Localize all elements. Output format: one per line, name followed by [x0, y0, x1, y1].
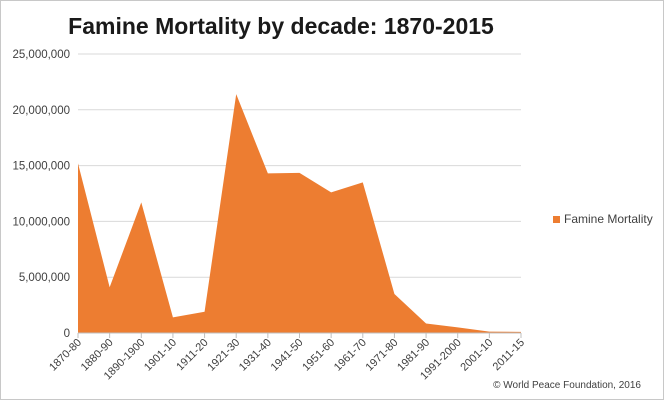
x-tick-label: 2001-10 — [458, 337, 495, 374]
chart-title: Famine Mortality by decade: 1870-2015 — [68, 13, 494, 39]
x-tick-label: 1961-70 — [332, 337, 369, 374]
x-tick-label: 1931-40 — [237, 337, 274, 374]
data-point — [235, 93, 238, 96]
data-point — [456, 326, 459, 329]
y-tick-label: 20,000,000 — [12, 105, 70, 117]
data-point — [298, 171, 301, 174]
data-point — [203, 310, 206, 313]
credit-text: © World Peace Foundation, 2016 — [493, 380, 641, 391]
x-tick-labels: 1870-801880-901890-19001901-101911-20192… — [47, 337, 527, 383]
x-tick-label: 1921-30 — [205, 337, 242, 374]
y-tick-labels: 0 5,000,000 10,000,000 15,000,000 20,000,000… — [12, 49, 70, 340]
x-tick-label: 1971-80 — [364, 337, 401, 374]
area-series-famine-mortality — [78, 94, 521, 334]
x-tick-label: 2011-15 — [491, 337, 527, 373]
legend-swatch — [553, 215, 560, 223]
x-tick-label: 1951-60 — [300, 337, 337, 374]
data-point — [361, 181, 364, 184]
data-point — [393, 292, 396, 295]
data-point — [266, 172, 269, 175]
y-tick-label: 0 — [64, 328, 70, 340]
data-point — [140, 201, 143, 204]
legend-label: Famine Mortality — [564, 212, 653, 226]
data-point — [330, 191, 333, 194]
axes — [77, 332, 522, 338]
x-tick-label: 1901-10 — [142, 337, 179, 374]
data-point — [108, 286, 111, 289]
data-point — [171, 316, 174, 319]
x-tick-label: 1941-50 — [269, 337, 306, 374]
y-tick-label: 25,000,000 — [12, 49, 70, 61]
x-tick-label: 1870-80 — [47, 337, 84, 374]
data-point — [425, 322, 428, 325]
data-point — [77, 162, 80, 165]
series-area — [77, 93, 521, 334]
legend: Famine Mortality — [553, 212, 653, 226]
y-tick-label: 10,000,000 — [12, 216, 70, 228]
y-tick-label: 15,000,000 — [12, 161, 70, 173]
y-tick-label: 5,000,000 — [19, 272, 70, 284]
x-tick-label: 1911-20 — [174, 337, 210, 373]
